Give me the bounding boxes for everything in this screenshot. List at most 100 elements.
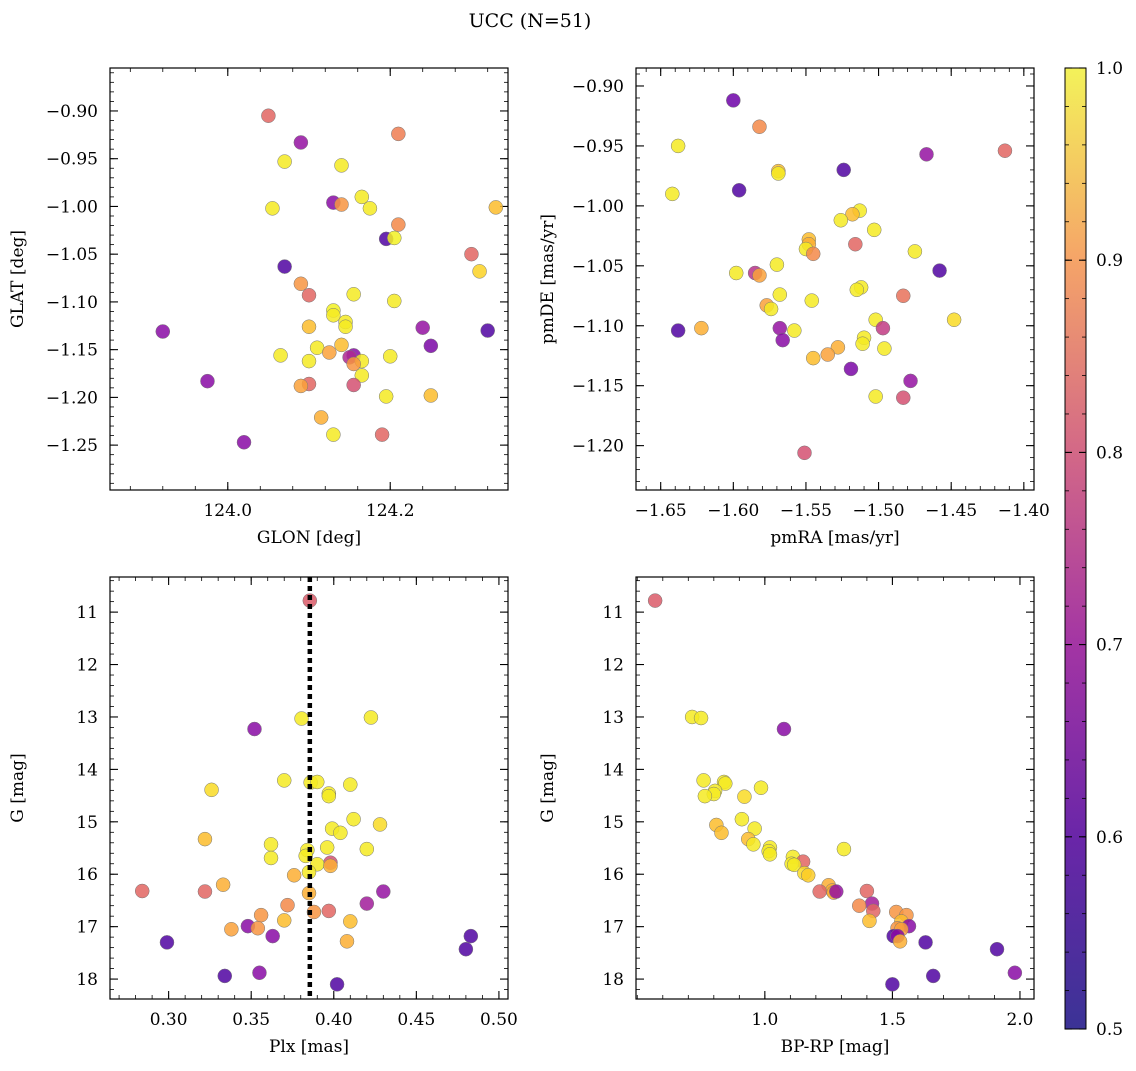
scatter-point — [734, 811, 750, 827]
panel-top-right: −1.65 −1.60 −1.55 −1.50 −1.45 −1.40 −0.90 −0.95… — [538, 67, 1050, 548]
x-tick-label: 124.2 — [366, 501, 415, 521]
scatter-point — [326, 427, 341, 442]
scatter-point — [372, 817, 388, 832]
scatter-point — [804, 293, 820, 308]
y-tick-label: −1.10 — [46, 293, 98, 313]
scatter-point — [752, 119, 767, 134]
y-tick-label: 12 — [602, 656, 624, 676]
scatter-point — [820, 347, 835, 362]
x-tick-label: 1.0 — [751, 1010, 778, 1030]
scatter-point — [301, 353, 317, 369]
scatter-point — [848, 236, 863, 252]
colorbar-tick-label: 0.7 — [1096, 636, 1123, 656]
y-tick-label: −1.05 — [572, 257, 624, 277]
scatter-point — [763, 301, 779, 317]
scatter-point — [263, 850, 279, 866]
colorbar-tick-label: 0.5 — [1096, 1020, 1123, 1040]
scatter-point — [236, 435, 252, 450]
scatter-point — [387, 230, 402, 246]
y-tick-label: 13 — [602, 708, 624, 728]
scatter-point — [997, 143, 1013, 158]
scatter-point — [714, 825, 729, 841]
scatter-point — [885, 977, 900, 992]
y-tick-label: 16 — [602, 865, 624, 885]
colorbar-tick-label: 0.8 — [1096, 443, 1123, 463]
scatter-point — [907, 244, 923, 259]
scatter-point — [265, 201, 280, 216]
x-tick-label: 0.50 — [480, 1010, 518, 1030]
scatter-point — [805, 350, 821, 366]
scatter-point — [346, 356, 361, 372]
scatter-point — [896, 390, 911, 405]
scatter-point — [224, 922, 239, 937]
scatter-point — [215, 877, 231, 892]
scatter-point — [159, 935, 175, 950]
scatter-point — [862, 913, 877, 929]
scatter-point — [247, 721, 262, 737]
scatter-point — [338, 319, 353, 334]
scatter-point — [776, 721, 792, 737]
minor-ticks — [636, 577, 1034, 999]
scatter-point — [892, 934, 908, 949]
scatter-point — [155, 324, 171, 339]
scatter-point — [797, 445, 812, 461]
scatter-point — [333, 825, 348, 841]
scatter-point — [273, 348, 288, 363]
scatter-point — [323, 858, 338, 874]
scatter-point — [851, 898, 867, 913]
scatter-point — [833, 213, 849, 228]
panel-bottom-left: 0.30 0.35 0.40 0.45 0.50 11 12 13 14 15 16 17 18 Plx … — [8, 576, 518, 1057]
scatter-point — [346, 377, 361, 393]
scatter-point — [334, 158, 349, 173]
scatter-point — [849, 282, 865, 298]
y-tick-label: −1.10 — [572, 317, 624, 337]
y-tick-label: 11 — [76, 603, 98, 623]
minor-ticks — [636, 68, 1034, 490]
scatter-point — [359, 841, 375, 857]
scatter-point — [301, 319, 317, 334]
scatter-point — [391, 126, 406, 142]
y-tick-label: −1.20 — [572, 437, 624, 457]
scatter-point — [752, 268, 767, 283]
scatter-point — [374, 427, 390, 442]
scatter-point — [843, 361, 859, 377]
scatter-point — [354, 368, 370, 383]
scatter-point — [387, 293, 402, 309]
scatter-point — [382, 349, 398, 364]
y-tick-label: −1.05 — [46, 245, 98, 265]
scatter-point — [786, 857, 802, 873]
scatter-point — [253, 907, 269, 923]
axes-frame — [109, 67, 509, 491]
scatter-point — [868, 389, 883, 404]
scatter-point — [800, 868, 816, 883]
x-axis-label: GLON [deg] — [257, 528, 361, 548]
panel-top-left: 124.0 124.2 −0.90 −0.95 −1.00 −1.05 −1.10 −1.15… — [8, 67, 509, 548]
suptitle: UCC (N=51) — [469, 10, 592, 32]
colorbar-gradient — [1064, 67, 1087, 1030]
scatter-point — [875, 320, 891, 336]
scatter-point — [309, 340, 325, 355]
scatter-point — [343, 777, 358, 792]
scatter-point — [896, 288, 911, 304]
scatter-point — [918, 935, 933, 950]
scatter-point — [746, 837, 761, 852]
scatter-point — [693, 710, 709, 726]
y-tick-label: 16 — [76, 865, 98, 885]
scatter-point — [472, 264, 487, 279]
scatter-point — [925, 968, 941, 984]
y-tick-label: −0.95 — [572, 137, 624, 157]
scatter-point — [665, 186, 680, 202]
scatter-point — [265, 928, 280, 944]
scatter-point — [747, 821, 762, 836]
scatter-point — [134, 883, 150, 899]
y-tick-label: −0.90 — [46, 102, 98, 122]
y-axis-label: pmDE [mas/yr] — [538, 214, 558, 344]
scatter-point — [293, 135, 309, 150]
scatter-points — [647, 593, 1023, 992]
y-tick-label: −0.95 — [46, 150, 98, 170]
scatter-point — [805, 246, 821, 262]
scatter-point — [772, 287, 788, 302]
scatter-point — [301, 287, 317, 303]
colorbar-ticks: 0.5 0.6 0.7 0.8 0.9 1.0 — [1065, 59, 1123, 1040]
